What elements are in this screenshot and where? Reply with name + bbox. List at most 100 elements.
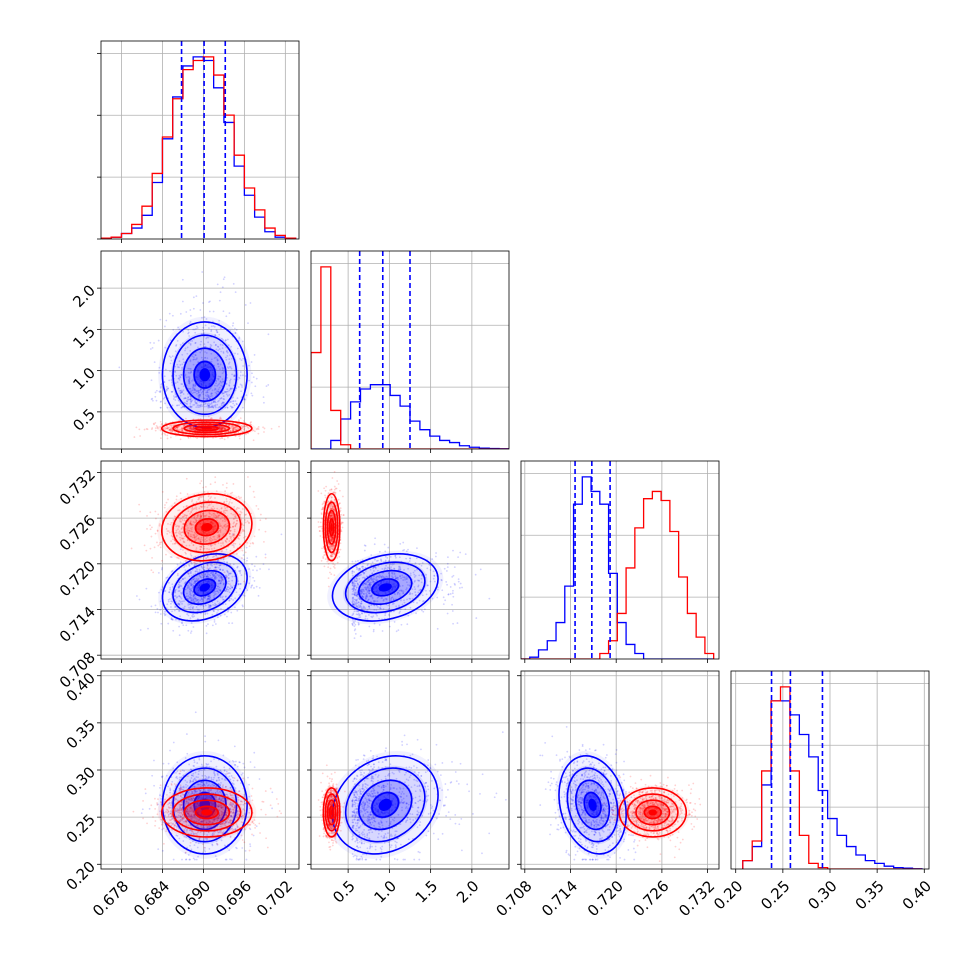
scatter-point xyxy=(230,430,232,432)
scatter-point xyxy=(233,374,236,376)
scatter-point xyxy=(231,533,234,536)
scatter-point xyxy=(214,398,217,401)
scatter-point xyxy=(452,574,455,577)
scatter-point xyxy=(220,437,223,439)
scatter-point xyxy=(210,537,212,540)
scatter-point xyxy=(219,427,222,430)
scatter-point xyxy=(176,427,179,429)
scatter-point xyxy=(210,402,213,405)
scatter-point xyxy=(219,531,222,534)
scatter-point xyxy=(219,582,222,585)
scatter-point xyxy=(208,388,210,391)
scatter-point xyxy=(183,566,185,568)
scatter-point xyxy=(179,394,182,397)
scatter-point xyxy=(235,403,238,406)
scatter-point xyxy=(219,368,221,370)
scatter-point xyxy=(187,533,190,536)
scatter-point xyxy=(359,605,361,608)
scatter-point xyxy=(231,502,233,504)
scatter-point xyxy=(202,302,204,304)
scatter-point xyxy=(199,545,201,548)
scatter-point xyxy=(222,392,225,395)
scatter-point xyxy=(219,554,222,557)
scatter-point xyxy=(187,534,190,537)
scatter-point xyxy=(252,439,255,442)
scatter-point xyxy=(226,615,228,618)
scatter-point xyxy=(201,574,204,577)
scatter-point xyxy=(369,581,372,584)
scatter-point xyxy=(214,333,217,336)
scatter-point xyxy=(165,425,168,428)
scatter-point xyxy=(221,437,224,440)
scatter-point xyxy=(187,602,190,605)
scatter-point xyxy=(180,391,183,394)
scatter-point xyxy=(181,366,183,369)
scatter-point xyxy=(240,511,243,514)
scatter-point xyxy=(199,393,202,396)
scatter-point xyxy=(208,568,210,570)
scatter-point xyxy=(171,314,174,317)
scatter-point xyxy=(177,590,180,593)
scatter-point xyxy=(184,535,186,538)
scatter-point xyxy=(214,593,217,595)
scatter-point xyxy=(370,604,373,607)
panel-body xyxy=(317,470,491,640)
scatter-point xyxy=(227,576,230,579)
scatter-point xyxy=(187,603,190,606)
scatter-point xyxy=(221,427,224,430)
scatter-point xyxy=(210,352,213,355)
scatter-point xyxy=(390,572,393,574)
scatter-point xyxy=(199,417,202,420)
scatter-point xyxy=(216,377,219,380)
scatter-point xyxy=(206,575,209,578)
scatter-point xyxy=(216,358,219,361)
scatter-point xyxy=(191,587,193,590)
scatter-point xyxy=(232,428,235,430)
scatter-point xyxy=(165,528,168,530)
scatter-point xyxy=(198,568,201,571)
scatter-point xyxy=(203,545,205,548)
scatter-point xyxy=(216,283,219,286)
scatter-point xyxy=(203,515,205,518)
scatter-point xyxy=(214,566,217,569)
scatter-point xyxy=(247,322,249,325)
scatter-point xyxy=(370,554,373,556)
scatter-point xyxy=(159,318,162,321)
scatter-point xyxy=(255,504,258,507)
scatter-point xyxy=(218,564,221,567)
scatter-point xyxy=(254,385,257,388)
scatter-point xyxy=(366,618,369,620)
scatter-point xyxy=(216,600,219,603)
scatter-point xyxy=(207,404,210,407)
scatter-point xyxy=(206,357,209,360)
scatter-point xyxy=(242,426,245,429)
scatter-point xyxy=(206,390,209,392)
scatter-point xyxy=(228,587,231,590)
scatter-point xyxy=(183,607,186,610)
scatter-point xyxy=(158,543,161,546)
scatter-point xyxy=(215,380,218,383)
scatter-point xyxy=(179,492,182,495)
scatter-point xyxy=(234,332,237,334)
scatter-point xyxy=(224,507,227,510)
scatter-point xyxy=(184,347,187,350)
scatter-point xyxy=(193,531,196,534)
scatter-point xyxy=(451,603,453,606)
scatter-point xyxy=(222,541,224,544)
scatter-point xyxy=(395,577,398,580)
scatter-point xyxy=(250,421,252,423)
scatter-point xyxy=(187,396,190,399)
scatter-point xyxy=(353,579,356,582)
scatter-point xyxy=(174,393,177,396)
scatter-point xyxy=(191,428,194,431)
scatter-point xyxy=(178,526,180,528)
scatter-point xyxy=(453,582,456,585)
scatter-point xyxy=(180,621,183,624)
scatter-point xyxy=(143,544,146,547)
scatter-point xyxy=(192,593,195,596)
scatter-point xyxy=(204,595,207,598)
scatter-point xyxy=(402,541,405,544)
panel-frame xyxy=(100,40,300,240)
scatter-point xyxy=(190,570,192,573)
scatter-point xyxy=(376,597,379,599)
